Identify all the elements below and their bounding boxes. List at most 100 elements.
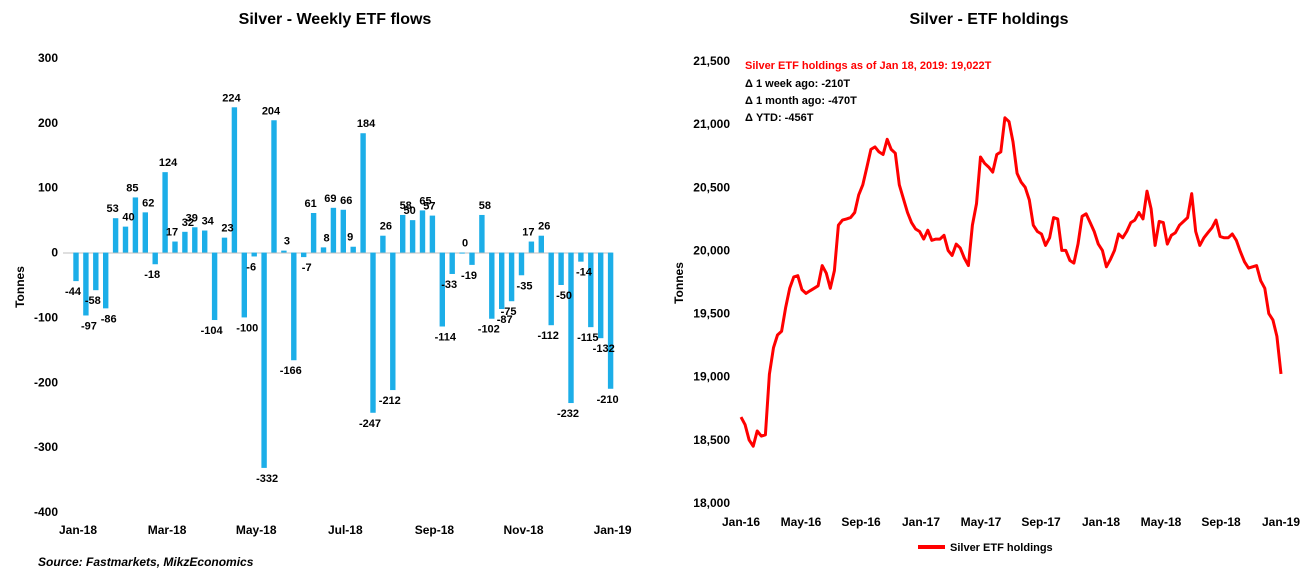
flow-bar	[251, 252, 257, 257]
flow-data-label: -114	[435, 332, 457, 344]
flow-bar	[429, 215, 436, 253]
x-tick-label: May-17	[961, 515, 1002, 529]
flow-data-label: 17	[166, 227, 178, 239]
flow-data-label: 66	[340, 195, 352, 207]
weekly-flows-bars	[73, 107, 614, 468]
flow-bar	[103, 252, 109, 309]
flow-data-label: -132	[593, 343, 615, 355]
source-note: Source: Fastmarkets, MikzEconomics	[38, 555, 254, 569]
flow-data-label: -19	[461, 270, 477, 282]
flow-data-label: 85	[126, 182, 138, 194]
flow-bar	[73, 252, 79, 282]
flow-bar	[93, 252, 99, 291]
x-tick-label: Mar-18	[148, 523, 187, 537]
y-tick-label: 21,500	[693, 54, 730, 68]
flow-data-label: 62	[142, 197, 154, 209]
weekly-flows-chart: Silver - Weekly ETF flows Tonnes 3002001…	[13, 11, 632, 569]
x-tick-label: Jan-18	[1082, 515, 1120, 529]
flow-data-label: -33	[441, 279, 457, 291]
annotation-week: Δ 1 week ago: -210T	[745, 78, 850, 90]
flow-bar	[449, 252, 455, 274]
etf-holdings-x-axis: Jan-16 May-16 Sep-16 Jan-17 May-17 Sep-17 Jan-…	[722, 515, 1300, 529]
flow-bar	[370, 252, 376, 413]
etf-holdings-chart: Silver - ETF holdings Tonnes 21,500 21,00…	[672, 11, 1300, 554]
flow-bar	[291, 252, 297, 361]
flow-bar	[578, 252, 584, 262]
flow-data-label: 32	[182, 217, 194, 229]
flow-data-label: 53	[106, 203, 118, 215]
annotation-month: Δ 1 month ago: -470T	[745, 95, 857, 107]
x-tick-label: Jan-17	[902, 515, 940, 529]
flow-bar	[301, 252, 307, 258]
flow-bar	[380, 235, 386, 253]
flow-bar	[469, 252, 475, 265]
flow-bar	[360, 133, 366, 253]
x-tick-label: Nov-18	[503, 523, 543, 537]
flow-bar	[330, 207, 337, 253]
flow-bar	[142, 212, 148, 253]
y-tick-label: -100	[34, 310, 58, 324]
flow-data-label: 26	[380, 221, 392, 233]
flow-bar	[320, 247, 327, 253]
y-tick-label: -200	[34, 375, 58, 389]
x-tick-label: May-16	[781, 515, 822, 529]
annotation-headline: Silver ETF holdings as of Jan 18, 2019: …	[745, 60, 992, 72]
flow-data-label: -35	[517, 280, 533, 292]
flow-bar	[202, 230, 208, 253]
flow-bar	[439, 252, 445, 327]
x-tick-label: Jan-16	[722, 515, 760, 529]
flow-data-label: 204	[262, 105, 281, 117]
flow-data-label: -7	[302, 262, 312, 274]
flow-bar	[499, 252, 505, 309]
legend-label: Silver ETF holdings	[950, 542, 1053, 554]
flow-bar	[350, 246, 356, 253]
flow-bar	[122, 226, 129, 253]
flow-data-label: -14	[576, 267, 593, 279]
weekly-flows-y-axis: 300 200 100 0 -100 -200 -300 -400	[34, 51, 58, 519]
flow-bar	[231, 107, 238, 253]
flow-data-label: -115	[577, 332, 598, 344]
flow-data-label: 58	[479, 200, 491, 212]
flow-bar	[548, 252, 554, 326]
flow-data-label: -58	[85, 295, 101, 307]
flow-bar	[607, 252, 614, 389]
x-tick-label: Sep-16	[841, 515, 881, 529]
flow-data-label: 23	[221, 223, 233, 235]
x-tick-label: Sep-18	[415, 523, 455, 537]
flow-bar	[271, 120, 277, 253]
flow-data-label: -102	[478, 324, 500, 336]
y-tick-label: 20,000	[693, 243, 730, 257]
annotation-ytd: Δ YTD: -456T	[745, 112, 814, 124]
flow-data-label: 65	[419, 195, 431, 207]
flow-data-label: -212	[379, 395, 401, 407]
weekly-flows-x-axis: Jan-18 Mar-18 May-18 Jul-18 Sep-18 Nov-18 Jan-…	[59, 523, 632, 537]
y-tick-label: 0	[51, 246, 58, 260]
x-tick-label: Jan-19	[1262, 515, 1300, 529]
flow-bar	[221, 237, 228, 253]
flow-bar	[568, 252, 574, 404]
y-tick-label: 300	[38, 51, 58, 65]
x-tick-label: Sep-18	[1201, 515, 1241, 529]
flow-data-label: 61	[304, 198, 316, 210]
y-tick-label: 21,000	[693, 117, 730, 131]
flow-data-label: -86	[101, 313, 117, 325]
x-tick-label: May-18	[1141, 515, 1182, 529]
x-tick-label: Jan-19	[594, 523, 632, 537]
flow-data-label: 17	[522, 227, 534, 239]
flow-data-label: -232	[557, 408, 579, 420]
flow-bar	[508, 252, 515, 302]
flow-data-label: 40	[122, 212, 134, 224]
flow-bar	[390, 252, 396, 391]
y-tick-label: -400	[34, 505, 58, 519]
flow-bar	[528, 241, 535, 253]
x-tick-label: Jul-18	[328, 523, 363, 537]
flow-bar	[132, 197, 139, 253]
flow-data-label: -332	[256, 473, 278, 485]
flow-bar	[518, 252, 525, 276]
flow-bar	[83, 252, 89, 316]
flow-bar	[162, 172, 168, 253]
flow-data-label: -6	[246, 261, 256, 273]
etf-holdings-line	[739, 116, 1283, 448]
flow-data-label: 184	[357, 118, 376, 130]
flow-data-label: 9	[347, 232, 353, 244]
